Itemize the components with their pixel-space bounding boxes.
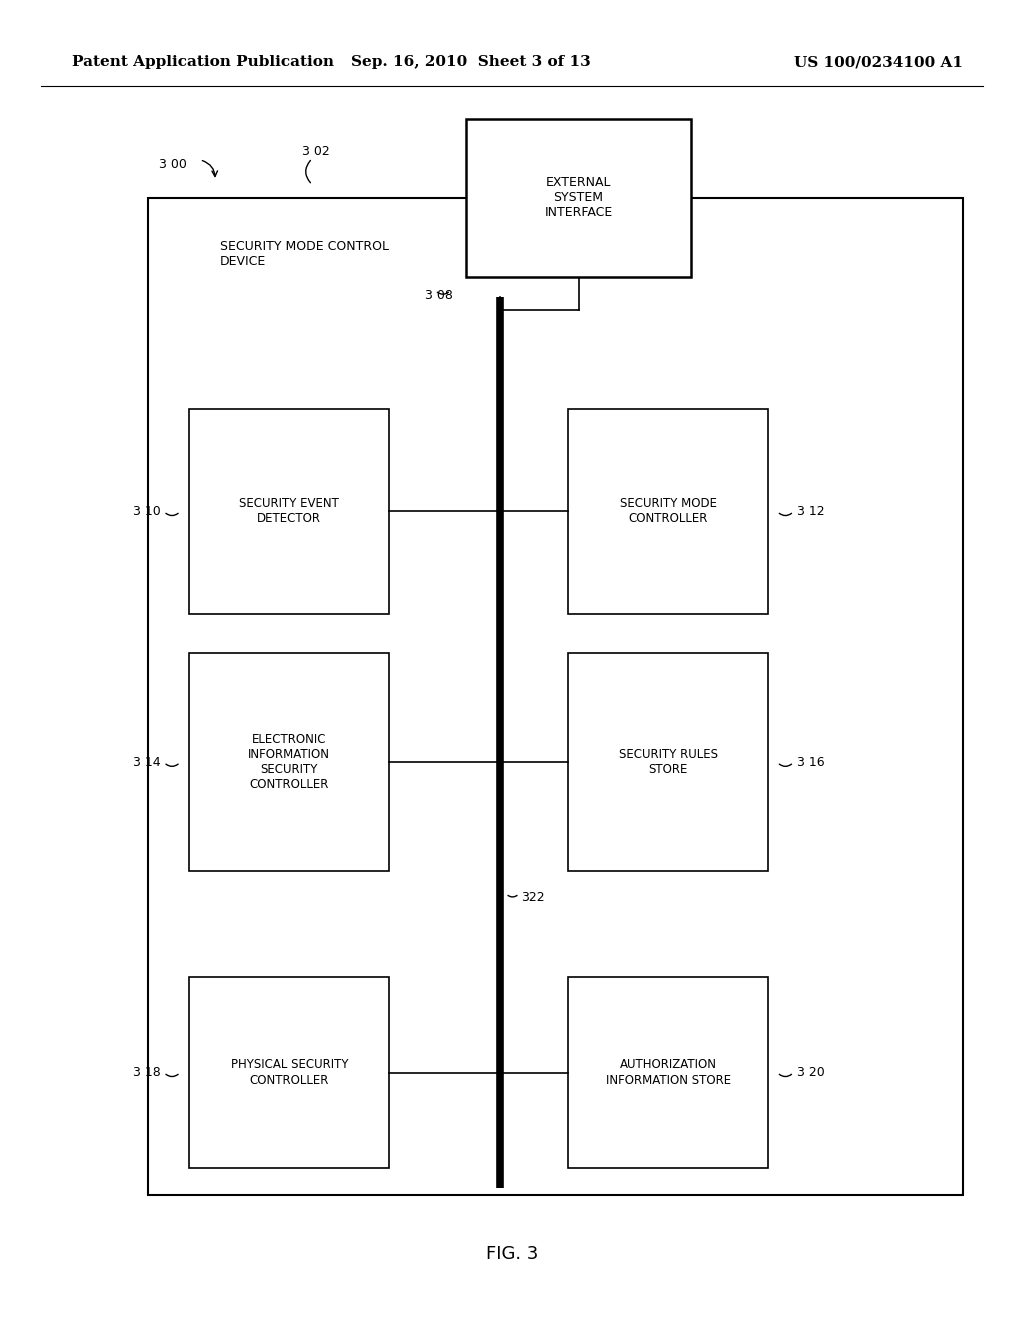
Text: 3 18: 3 18 bbox=[133, 1067, 161, 1078]
Text: 3 00: 3 00 bbox=[159, 158, 186, 172]
Bar bbox=[189, 977, 389, 1168]
Bar bbox=[148, 198, 963, 1195]
Text: SECURITY RULES
STORE: SECURITY RULES STORE bbox=[618, 748, 718, 776]
Text: US 100/0234100 A1: US 100/0234100 A1 bbox=[794, 55, 963, 69]
Text: 3 12: 3 12 bbox=[797, 506, 824, 517]
Text: 3 14: 3 14 bbox=[133, 756, 161, 768]
Text: SECURITY MODE
CONTROLLER: SECURITY MODE CONTROLLER bbox=[620, 498, 717, 525]
Bar bbox=[568, 977, 768, 1168]
Text: SECURITY MODE CONTROL
DEVICE: SECURITY MODE CONTROL DEVICE bbox=[220, 240, 389, 268]
Text: EXTERNAL
SYSTEM
INTERFACE: EXTERNAL SYSTEM INTERFACE bbox=[545, 177, 612, 219]
Bar bbox=[466, 119, 691, 277]
Text: 3 08: 3 08 bbox=[425, 289, 453, 302]
Text: AUTHORIZATION
INFORMATION STORE: AUTHORIZATION INFORMATION STORE bbox=[605, 1059, 731, 1086]
Bar bbox=[568, 653, 768, 871]
Text: 322: 322 bbox=[521, 891, 545, 904]
Text: FIG. 3: FIG. 3 bbox=[485, 1245, 539, 1263]
Text: SECURITY EVENT
DETECTOR: SECURITY EVENT DETECTOR bbox=[240, 498, 339, 525]
Text: 3 20: 3 20 bbox=[797, 1067, 824, 1078]
Text: ELECTRONIC
INFORMATION
SECURITY
CONTROLLER: ELECTRONIC INFORMATION SECURITY CONTROLL… bbox=[248, 734, 331, 791]
Text: 3 02: 3 02 bbox=[302, 145, 330, 158]
Text: Sep. 16, 2010  Sheet 3 of 13: Sep. 16, 2010 Sheet 3 of 13 bbox=[351, 55, 591, 69]
Text: PHYSICAL SECURITY
CONTROLLER: PHYSICAL SECURITY CONTROLLER bbox=[230, 1059, 348, 1086]
Text: 3 16: 3 16 bbox=[797, 756, 824, 768]
Text: 3 10: 3 10 bbox=[133, 506, 161, 517]
Bar bbox=[568, 409, 768, 614]
Bar bbox=[189, 409, 389, 614]
Bar bbox=[189, 653, 389, 871]
Text: Patent Application Publication: Patent Application Publication bbox=[72, 55, 334, 69]
